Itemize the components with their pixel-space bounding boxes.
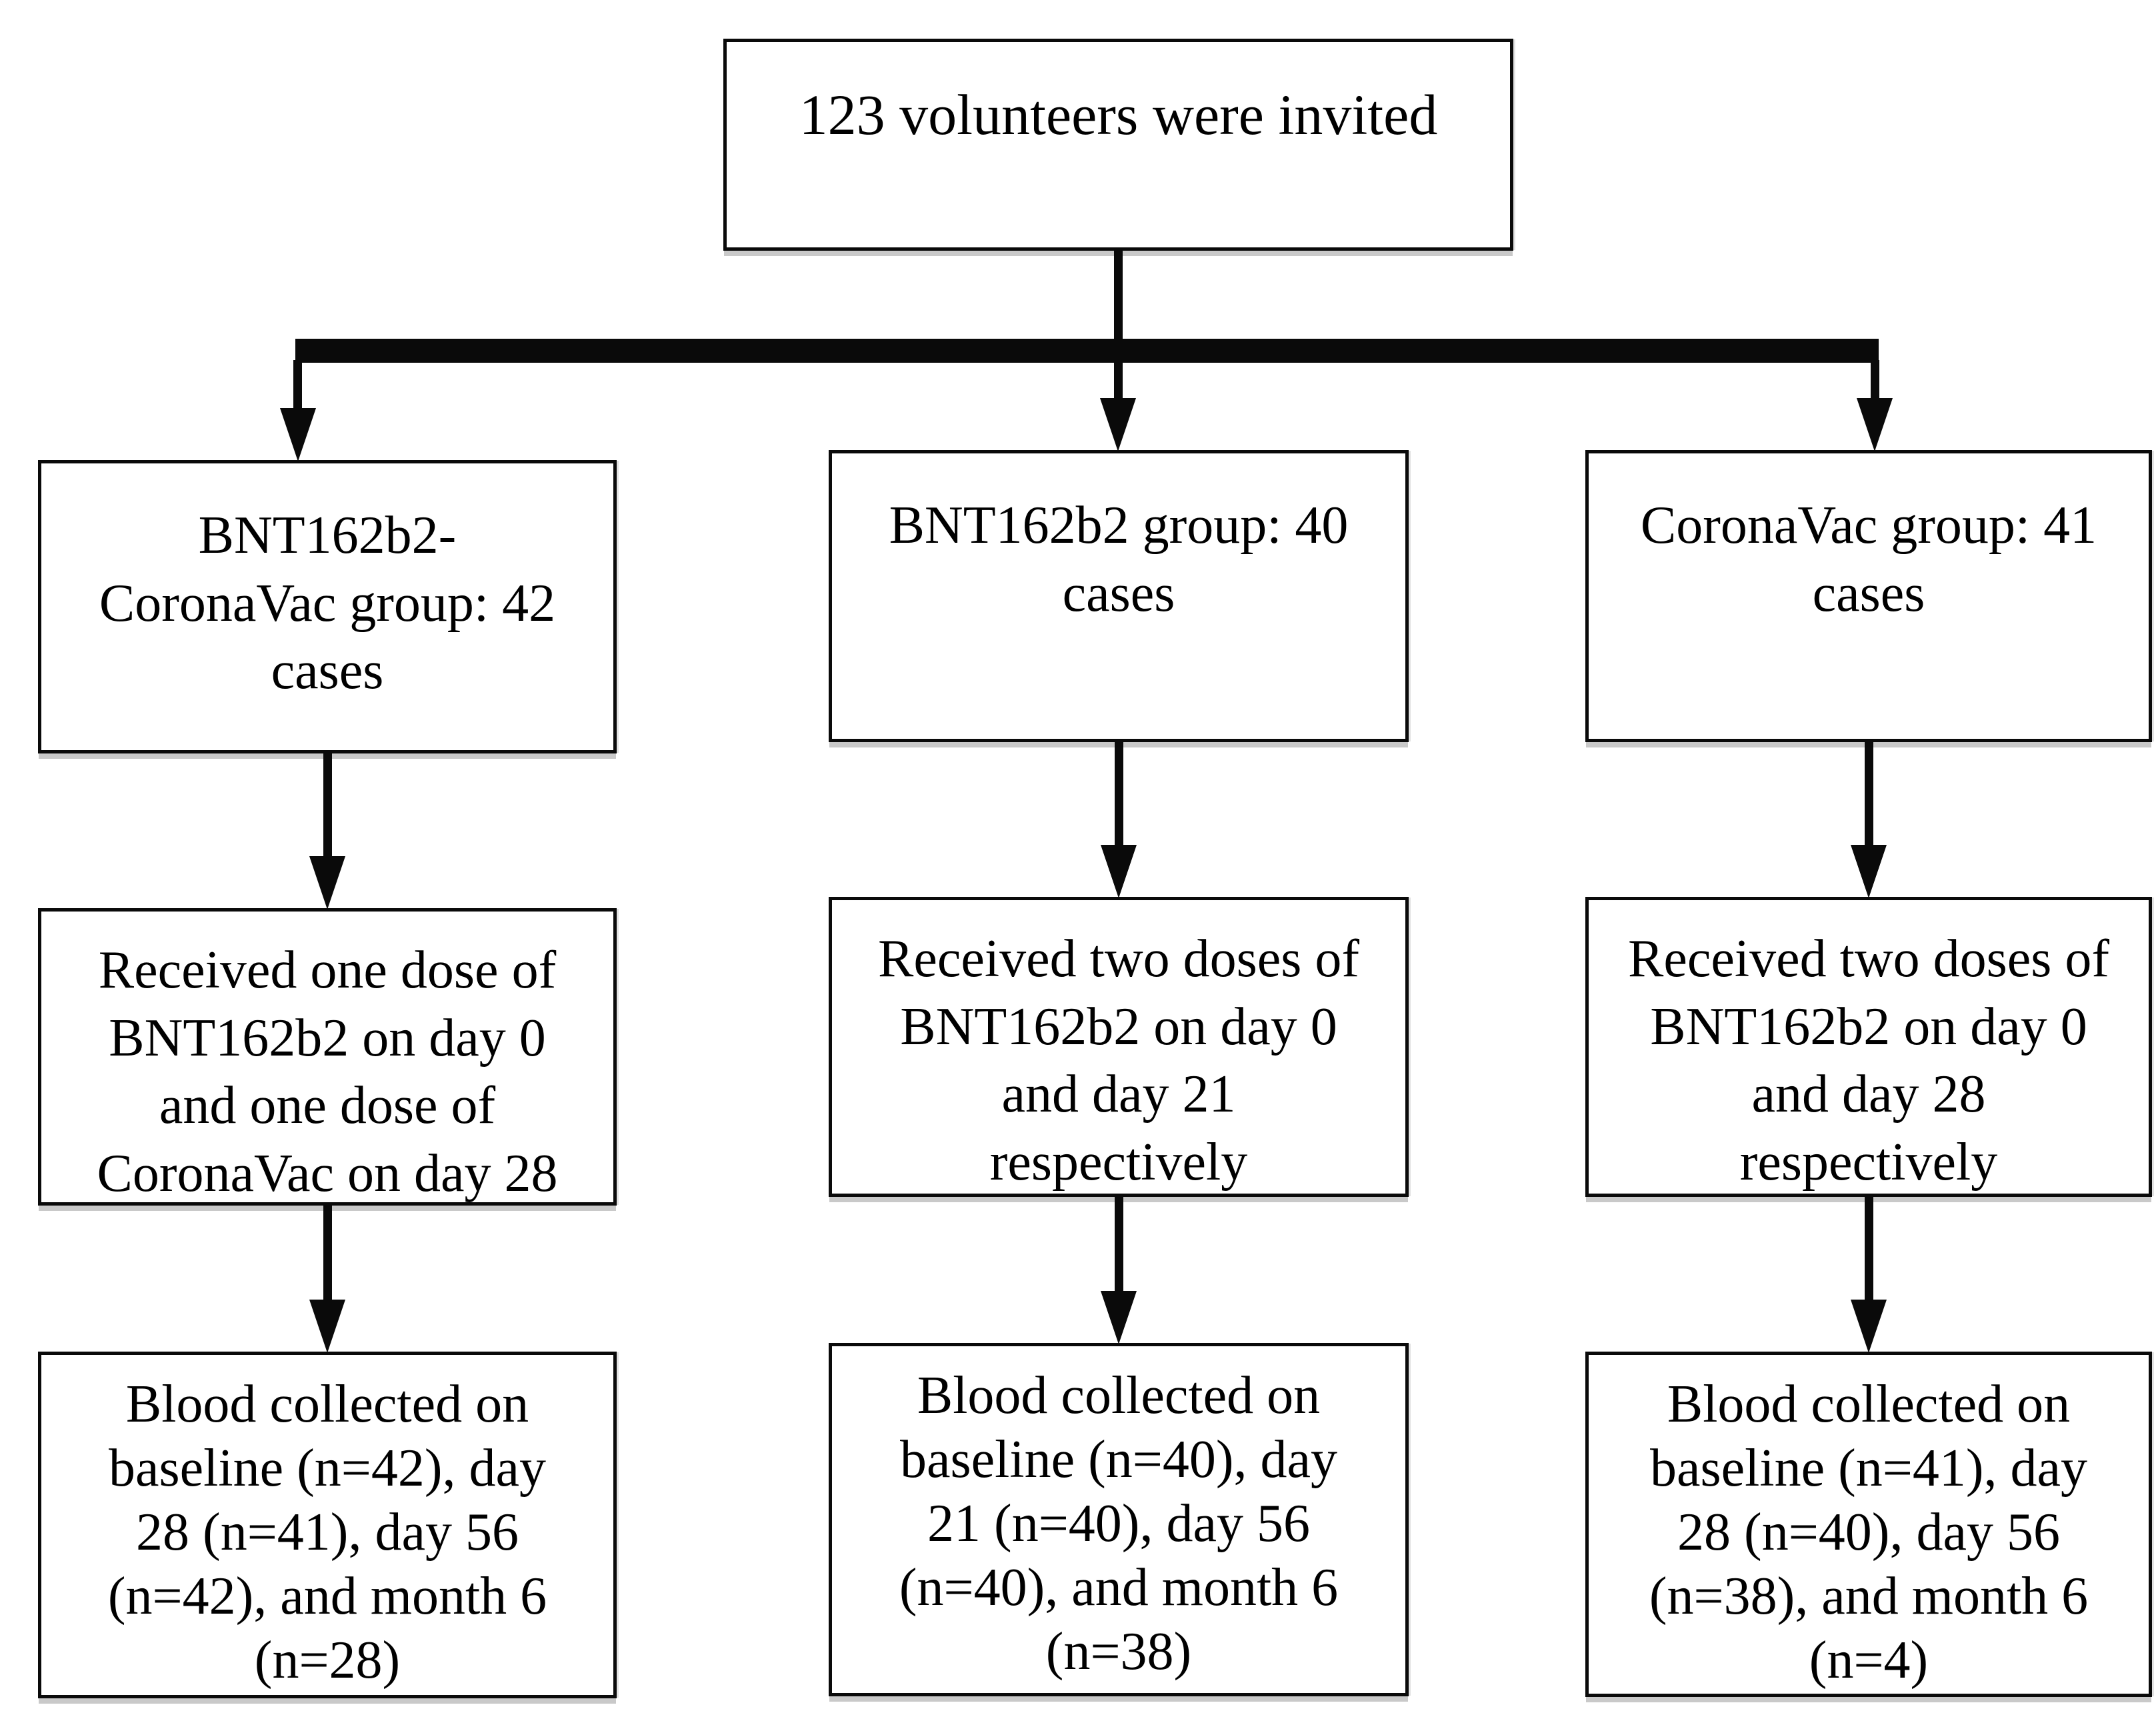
box-blood-bnt162b2-coronavac-text: Blood collected on baseline (n=42), day … — [107, 1375, 547, 1690]
box-blood-bnt162b2-text: Blood collected on baseline (n=40), day … — [899, 1366, 1339, 1681]
arrowhead-down-icon — [309, 856, 345, 910]
box-dose-coronavac: Received two doses of BNT162b2 on day 0 … — [1585, 897, 2152, 1197]
box-dose-bnt162b2: Received two doses of BNT162b2 on day 0 … — [829, 897, 1409, 1197]
box-group-coronavac-text: CoronaVac group: 41 cases — [1640, 496, 2097, 623]
connector-top-stem — [1114, 251, 1123, 344]
arrowhead-down-icon — [1851, 1300, 1887, 1353]
arrowhead-down-icon — [1101, 845, 1137, 898]
arrow-stem — [1115, 742, 1123, 849]
box-blood-coronavac: Blood collected on baseline (n=41), day … — [1585, 1352, 2152, 1697]
arrow-stem — [323, 1206, 332, 1304]
arrow-stem — [1865, 742, 1873, 849]
box-dose-bnt162b2-text: Received two doses of BNT162b2 on day 0 … — [877, 930, 1360, 1192]
box-group-bnt162b2-coronavac-text: BNT162b2- CoronaVac group: 42 cases — [99, 506, 556, 701]
arrow-stem — [1865, 1197, 1873, 1304]
arrow-stem — [1871, 360, 1879, 403]
branch-bar — [295, 339, 1879, 363]
box-dose-bnt162b2-coronavac-text: Received one dose of BNT162b2 on day 0 a… — [97, 941, 558, 1203]
box-dose-bnt162b2-coronavac: Received one dose of BNT162b2 on day 0 a… — [38, 908, 617, 1206]
box-dose-coronavac-text: Received two doses of BNT162b2 on day 0 … — [1627, 930, 2110, 1192]
arrowhead-down-icon — [1851, 845, 1887, 898]
box-blood-coronavac-text: Blood collected on baseline (n=41), day … — [1649, 1375, 2089, 1690]
arrowhead-down-icon — [1857, 398, 1893, 451]
box-volunteers-invited: 123 volunteers were invited — [723, 39, 1513, 251]
box-blood-bnt162b2-coronavac: Blood collected on baseline (n=42), day … — [38, 1352, 617, 1698]
arrow-stem — [293, 360, 302, 413]
arrowhead-down-icon — [1101, 1291, 1137, 1344]
box-group-bnt162b2-text: BNT162b2 group: 40 cases — [889, 496, 1349, 623]
arrow-stem — [1115, 1197, 1123, 1295]
arrowhead-down-icon — [309, 1300, 345, 1353]
box-group-coronavac: CoronaVac group: 41 cases — [1585, 450, 2152, 742]
arrowhead-down-icon — [1100, 398, 1136, 451]
box-volunteers-invited-text: 123 volunteers were invited — [799, 83, 1438, 147]
box-group-bnt162b2-coronavac: BNT162b2- CoronaVac group: 42 cases — [38, 460, 617, 753]
box-blood-bnt162b2: Blood collected on baseline (n=40), day … — [829, 1343, 1409, 1696]
box-group-bnt162b2: BNT162b2 group: 40 cases — [829, 450, 1409, 742]
arrow-stem — [1114, 360, 1123, 403]
arrow-stem — [323, 753, 332, 860]
arrowhead-down-icon — [280, 408, 316, 461]
